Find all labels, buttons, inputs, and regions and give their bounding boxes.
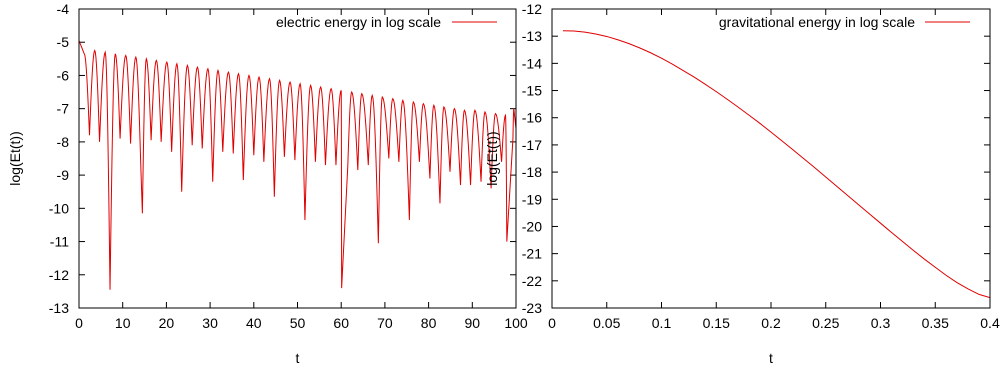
series-line [562,30,990,299]
y-tick-label: -14 [522,55,542,71]
y-tick-label: -5 [57,34,70,50]
x-axis-label: t [296,350,300,366]
y-tick-label: -9 [57,167,70,183]
y-tick-label: -12 [49,267,69,283]
x-tick-label: 0 [75,315,83,331]
y-tick-label: -23 [522,300,542,316]
x-tick-label: 0.15 [703,315,730,331]
chart-gravitational: 0 0.05 0.1 0.15 0.2 0.25 0.3 0.35 0.4 -23 -22 -21 -2… [484,1,1000,366]
x-tick-label: 70 [377,315,393,331]
y-tick-label: -7 [57,101,70,117]
x-tick-label: 40 [246,315,262,331]
x-tick-label: 100 [504,315,528,331]
y-tick-label: -11 [50,234,69,250]
y-tick-label: -21 [522,246,542,262]
y-tick-label: -13 [49,300,69,316]
y-tick-label: -12 [522,1,542,17]
y-tick-label: -8 [57,134,70,150]
chart-electric: 0 10 20 30 40 50 60 70 80 90 100 -13 -12 -11 -10 -9 -8 -7… [7,1,528,366]
x-tick-label: 0 [548,315,556,331]
series-line [79,40,516,290]
y-tick-label: -20 [522,218,542,234]
x-tick-label: 30 [202,315,218,331]
plot-frame [551,8,991,309]
x-tick-label: 20 [159,315,175,331]
y-tick-label: -6 [57,67,70,83]
x-tick-label: 0.25 [812,315,839,331]
y-tick-label: -15 [522,83,542,99]
y-tick-label: -17 [522,137,542,153]
y-tick-label: -13 [522,28,542,44]
y-tick-label: -18 [522,164,542,180]
x-tick-label: 0.35 [922,315,949,331]
y-tick-label: -4 [57,1,70,17]
y-tick-label: -10 [49,200,69,216]
x-tick-label: 90 [465,315,481,331]
y-axis-label: log(Et(t)) [484,131,500,185]
x-tick-label: 10 [115,315,131,331]
x-tick-label: 0.2 [761,315,781,331]
legend-label: electric energy in log scale [276,14,441,30]
x-tick-label: 50 [290,315,306,331]
y-tick-label: -19 [522,191,542,207]
x-tick-label: 0.05 [593,315,620,331]
x-tick-label: 60 [333,315,349,331]
x-axis-label: t [769,350,773,366]
y-tick-label: -22 [522,273,542,289]
plot-frame [78,8,517,309]
x-tick-label: 0.1 [652,315,672,331]
legend-label: gravitational energy in log scale [719,14,915,30]
x-tick-label: 0.3 [871,315,891,331]
y-tick-label: -16 [522,110,542,126]
x-tick-label: 0.4 [980,315,1000,331]
y-axis-label: log(Et(t)) [7,131,23,185]
x-tick-label: 80 [421,315,437,331]
